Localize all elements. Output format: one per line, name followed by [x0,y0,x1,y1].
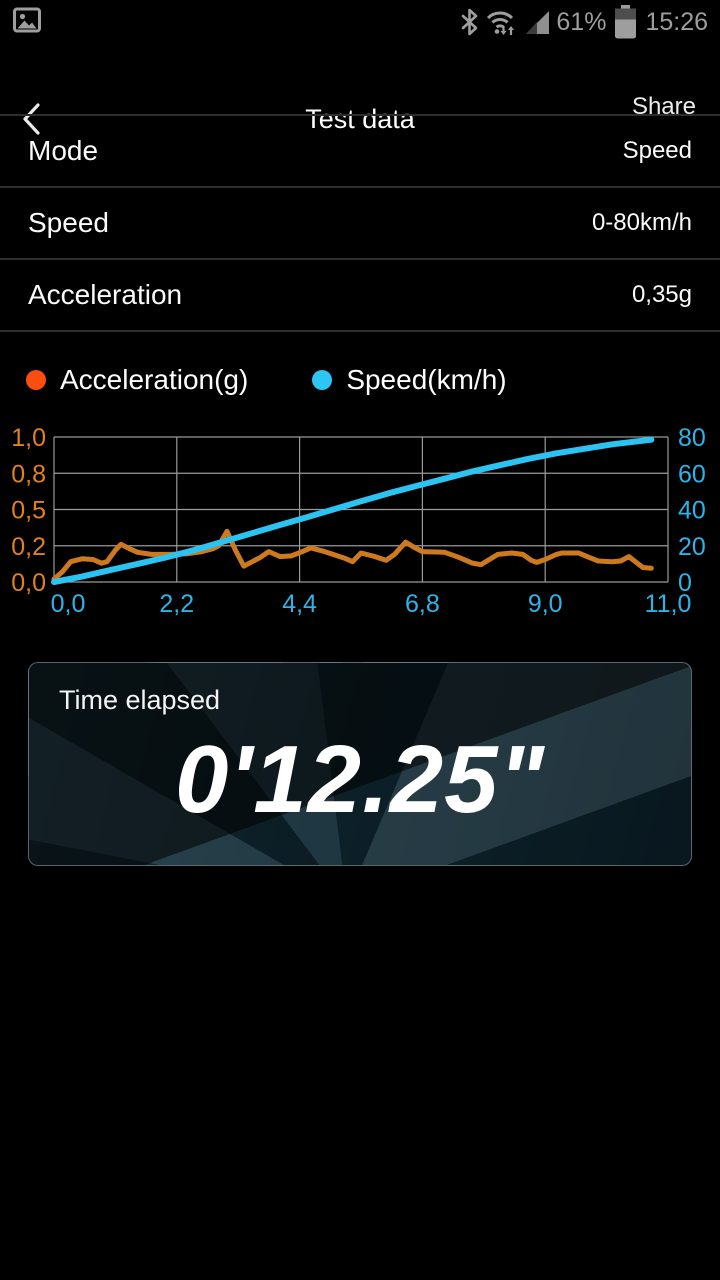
page-title: Test data [305,104,415,134]
wifi-icon [485,8,519,36]
row-mode-label: Mode [28,135,99,166]
time-elapsed-card: Time elapsed 0'12.25" [28,662,692,866]
battery-icon [613,4,638,40]
acceleration-dot-icon [26,370,46,390]
time-elapsed-value: 0'12.25" [175,726,545,833]
svg-text:60: 60 [678,460,706,488]
svg-text:0,8: 0,8 [11,460,46,488]
status-bar: 61% 15:26 [0,0,720,44]
svg-text:9,0: 9,0 [528,590,563,618]
speed-acceleration-chart: 1,0 0,8 0,5 0,2 0,0 80 60 40 20 0 0,0 2,2 4,4 6,8 9,0 1… [0,420,720,630]
row-mode: Mode Speed [0,116,720,188]
svg-text:80: 80 [678,424,706,452]
test-details-list: Mode Speed Speed 0-80km/h Acceleration 0… [0,114,720,332]
svg-text:0,2: 0,2 [11,533,46,561]
svg-text:6,8: 6,8 [405,590,440,618]
legend-speed-label: Speed(km/h) [346,364,507,395]
svg-text:20: 20 [678,533,706,561]
svg-text:1,0: 1,0 [11,424,46,452]
speed-dot-icon [312,370,333,390]
row-speed: Speed 0-80km/h [0,188,720,260]
row-acceleration-value: 0,35g [631,281,692,308]
legend-item-acceleration: Acceleration(g) [26,364,248,396]
svg-text:0: 0 [678,569,692,597]
clock: 15:26 [645,7,708,36]
row-mode-value: Speed [622,137,692,164]
chart-legend: Acceleration(g) Speed(km/h) [26,364,507,396]
svg-text:0,0: 0,0 [51,590,86,618]
row-acceleration: Acceleration 0,35g [0,260,720,332]
gallery-notification-icon [12,5,42,40]
svg-text:40: 40 [678,497,706,525]
svg-text:11,0: 11,0 [645,590,692,618]
back-button[interactable] [20,101,46,137]
row-speed-label: Speed [28,207,109,238]
legend-item-speed: Speed(km/h) [312,364,507,396]
nav-bar: Test data Share [0,44,720,135]
chart-svg: 1,0 0,8 0,5 0,2 0,0 80 60 40 20 0 0,0 2,2 4,4 6,8 9,0 1… [11,424,706,618]
cellular-signal-icon [526,10,550,34]
bluetooth-icon [461,8,478,36]
svg-text:2,2: 2,2 [159,590,194,618]
row-speed-value: 0-80km/h [591,209,692,236]
svg-text:0,5: 0,5 [11,497,46,525]
legend-acceleration-label: Acceleration(g) [60,364,249,395]
battery-percent: 61% [556,7,607,36]
row-acceleration-label: Acceleration [28,279,183,310]
time-elapsed-label: Time elapsed [59,685,221,715]
svg-text:4,4: 4,4 [282,590,317,618]
svg-text:0,0: 0,0 [11,569,46,597]
